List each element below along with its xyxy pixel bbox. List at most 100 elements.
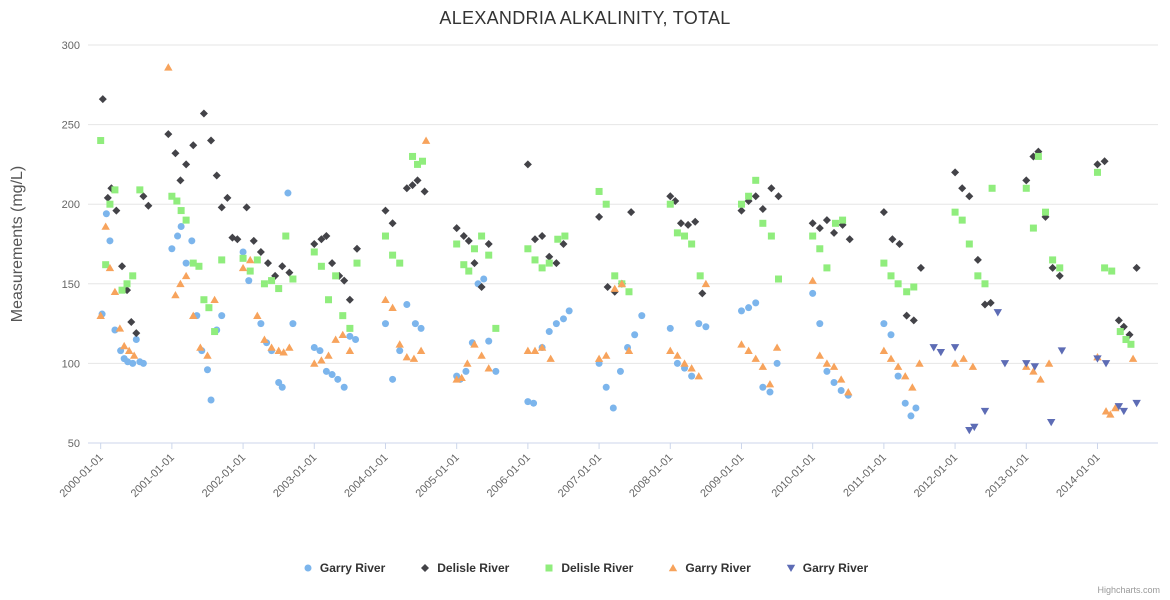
data-point[interactable] [111,186,119,194]
data-point[interactable] [119,341,129,350]
data-point[interactable] [688,372,696,380]
data-point[interactable] [627,208,636,217]
data-point[interactable] [416,346,426,354]
data-point[interactable] [680,359,689,367]
data-point[interactable] [199,109,208,118]
data-point[interactable] [687,364,696,372]
data-point[interactable] [182,216,190,224]
data-point[interactable] [396,259,404,267]
data-point[interactable] [346,324,354,332]
data-point[interactable] [1114,316,1123,325]
data-point[interactable] [894,372,902,380]
data-point[interactable] [346,332,354,340]
data-point[interactable] [974,272,982,280]
data-point[interactable] [610,284,619,292]
data-point[interactable] [1093,355,1102,363]
legend-item-3[interactable]: Garry River [667,561,751,575]
data-point[interactable] [239,254,247,262]
data-point[interactable] [765,380,775,388]
data-point[interactable] [381,295,390,304]
data-point[interactable] [345,346,355,354]
data-point[interactable] [624,346,634,354]
data-point[interactable] [381,206,390,215]
data-point[interactable] [1055,271,1064,280]
data-point[interactable] [101,222,110,230]
data-point[interactable] [694,372,703,380]
data-point[interactable] [958,184,967,193]
data-point[interactable] [267,343,276,351]
data-point[interactable] [1022,360,1031,368]
data-point[interactable] [173,197,181,205]
data-point[interactable] [915,359,924,367]
data-point[interactable] [485,337,493,345]
data-point[interactable] [1044,359,1054,367]
data-point[interactable] [106,237,114,245]
data-point[interactable] [388,303,397,311]
data-point[interactable] [381,320,389,328]
data-point[interactable] [462,367,470,375]
data-point[interactable] [381,232,389,240]
data-point[interactable] [420,187,429,196]
data-point[interactable] [419,157,427,165]
data-point[interactable] [808,219,817,228]
data-point[interactable] [129,272,137,280]
data-point[interactable] [545,328,553,336]
data-point[interactable] [673,359,681,367]
data-point[interactable] [310,359,319,367]
data-point[interactable] [339,312,347,320]
data-point[interactable] [1048,263,1057,272]
data-point[interactable] [331,335,340,343]
data-point[interactable] [1042,208,1050,216]
data-point[interactable] [139,359,147,367]
data-point[interactable] [111,326,119,334]
data-point[interactable] [275,285,283,293]
data-point[interactable] [278,383,286,391]
data-point[interactable] [492,367,500,375]
data-point[interactable] [492,324,500,332]
data-point[interactable] [1049,256,1057,264]
data-point[interactable] [484,240,493,248]
data-point[interactable] [310,343,318,351]
data-point[interactable] [886,354,896,362]
data-point[interactable] [912,404,920,412]
data-point[interactable] [289,320,297,328]
data-point[interactable] [402,184,411,193]
data-point[interactable] [470,259,479,268]
data-point[interactable] [751,192,760,201]
data-point[interactable] [242,203,251,212]
data-point[interactable] [421,136,431,144]
data-point[interactable] [465,267,473,275]
data-point[interactable] [839,216,847,224]
data-point[interactable] [737,307,745,315]
data-point[interactable] [523,346,533,354]
data-point[interactable] [284,189,292,197]
data-point[interactable] [1022,176,1031,185]
data-point[interactable] [524,245,532,253]
data-point[interactable] [603,282,612,291]
data-point[interactable] [908,383,917,391]
data-point[interactable] [164,130,173,139]
data-point[interactable] [537,343,547,351]
data-point[interactable] [751,354,760,362]
data-point[interactable] [829,362,839,370]
data-point[interactable] [822,359,832,367]
data-point[interactable] [895,240,904,248]
data-point[interactable] [233,235,242,244]
data-point[interactable] [1116,328,1124,336]
data-point[interactable] [459,232,468,241]
data-point[interactable] [110,287,120,296]
data-point[interactable] [403,300,411,308]
data-point[interactable] [609,404,617,412]
data-point[interactable] [413,176,422,185]
data-point[interactable] [530,399,538,407]
data-point[interactable] [823,264,831,272]
data-point[interactable] [909,316,918,325]
data-point[interactable] [844,388,853,396]
data-point[interactable] [831,219,839,227]
data-point[interactable] [1111,403,1120,412]
data-point[interactable] [389,251,397,259]
data-point[interactable] [611,272,619,280]
data-point[interactable] [695,320,703,328]
data-point[interactable] [616,367,624,375]
data-point[interactable] [1029,224,1037,232]
